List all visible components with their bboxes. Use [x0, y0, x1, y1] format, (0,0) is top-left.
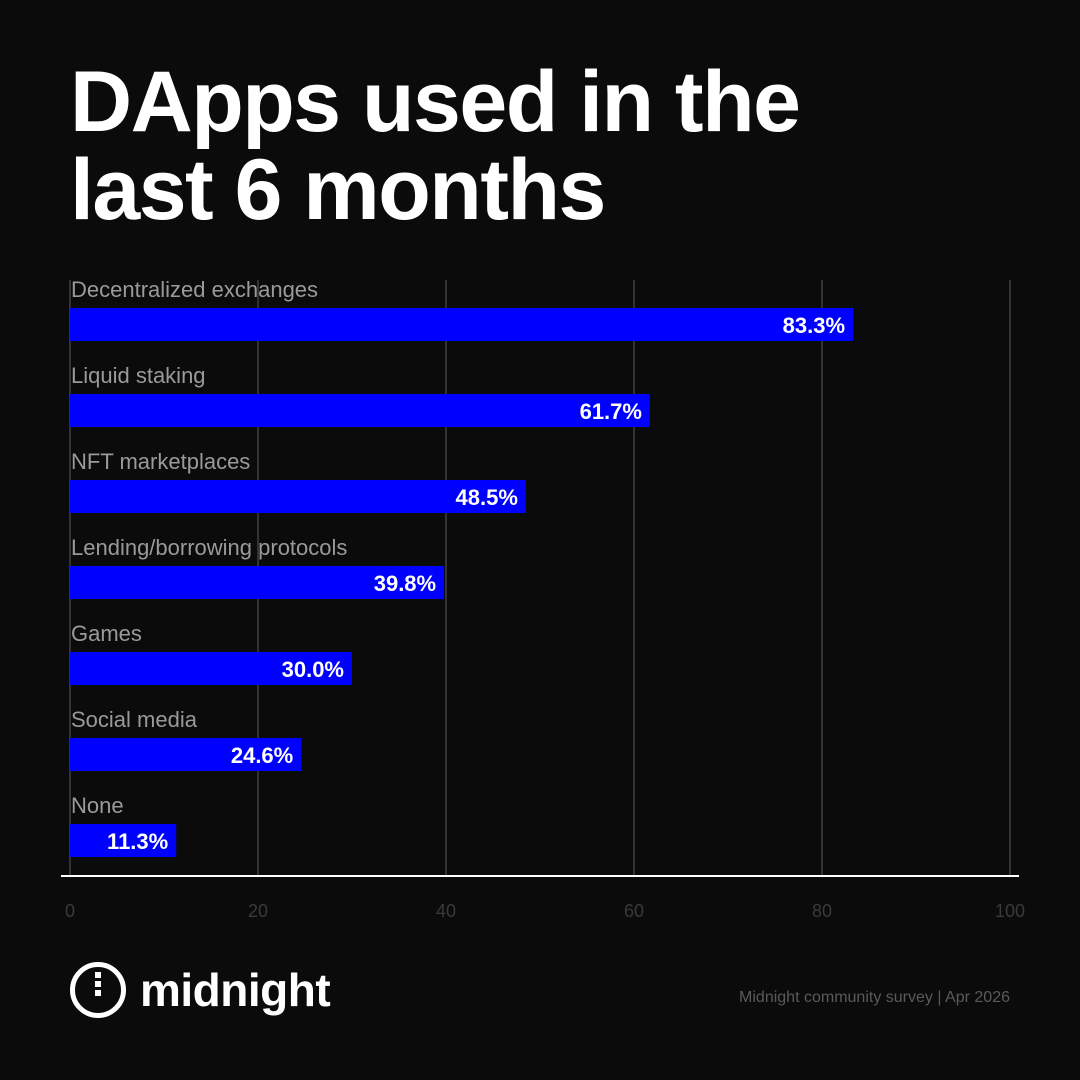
- bar: [70, 738, 302, 771]
- value-label: 39.8%: [374, 571, 436, 596]
- category-label: Social media: [71, 707, 198, 732]
- bar-group: Liquid staking 61.7%: [70, 363, 650, 427]
- x-tick-label: 60: [624, 901, 644, 921]
- title-line-1: DApps used in the: [70, 54, 801, 150]
- value-label: 24.6%: [231, 743, 293, 768]
- x-tick-label: 80: [812, 901, 832, 921]
- bars: Decentralized exchanges 83.3% Liquid staki…: [70, 277, 854, 857]
- chart-title: DApps used in the last 6 months: [70, 58, 1030, 234]
- bar: [70, 394, 650, 427]
- category-label: Lending/borrowing protocols: [71, 535, 347, 560]
- x-tick-label: 20: [248, 901, 268, 921]
- brand-logo: midnight: [70, 962, 331, 1018]
- midnight-logo-icon: [70, 962, 126, 1018]
- bar: [70, 566, 445, 599]
- source-note: Midnight community survey | Apr 2026: [739, 989, 1010, 1006]
- bar-group: Games 30.0%: [70, 621, 352, 685]
- bar-group: None 11.3%: [70, 793, 177, 857]
- category-label: None: [71, 793, 124, 818]
- title-line-2: last 6 months: [70, 142, 606, 238]
- x-tick-label: 0: [65, 901, 75, 921]
- x-tick-label: 100: [995, 901, 1025, 921]
- bar-group: Social media 24.6%: [70, 707, 302, 771]
- x-axis: 0 20 40 60 80 100: [61, 875, 1025, 921]
- category-label: Decentralized exchanges: [71, 277, 318, 302]
- bar: [70, 824, 177, 857]
- value-label: 30.0%: [282, 657, 344, 682]
- bar-chart: Decentralized exchanges 83.3% Liquid staki…: [61, 277, 1025, 921]
- category-label: Liquid staking: [71, 363, 206, 388]
- value-label: 48.5%: [456, 485, 518, 510]
- value-label: 61.7%: [580, 399, 642, 424]
- value-label: 83.3%: [783, 313, 845, 338]
- brand-name: midnight: [140, 964, 331, 1016]
- value-label: 11.3%: [107, 829, 168, 854]
- bar-group: NFT marketplaces 48.5%: [70, 449, 526, 513]
- bar-group: Lending/borrowing protocols 39.8%: [70, 535, 445, 599]
- category-label: Games: [71, 621, 142, 646]
- bar-group: Decentralized exchanges 83.3%: [70, 277, 854, 341]
- category-label: NFT marketplaces: [71, 449, 250, 474]
- bar: [70, 480, 526, 513]
- bar: [70, 308, 854, 341]
- bar: [70, 652, 352, 685]
- x-tick-label: 40: [436, 901, 456, 921]
